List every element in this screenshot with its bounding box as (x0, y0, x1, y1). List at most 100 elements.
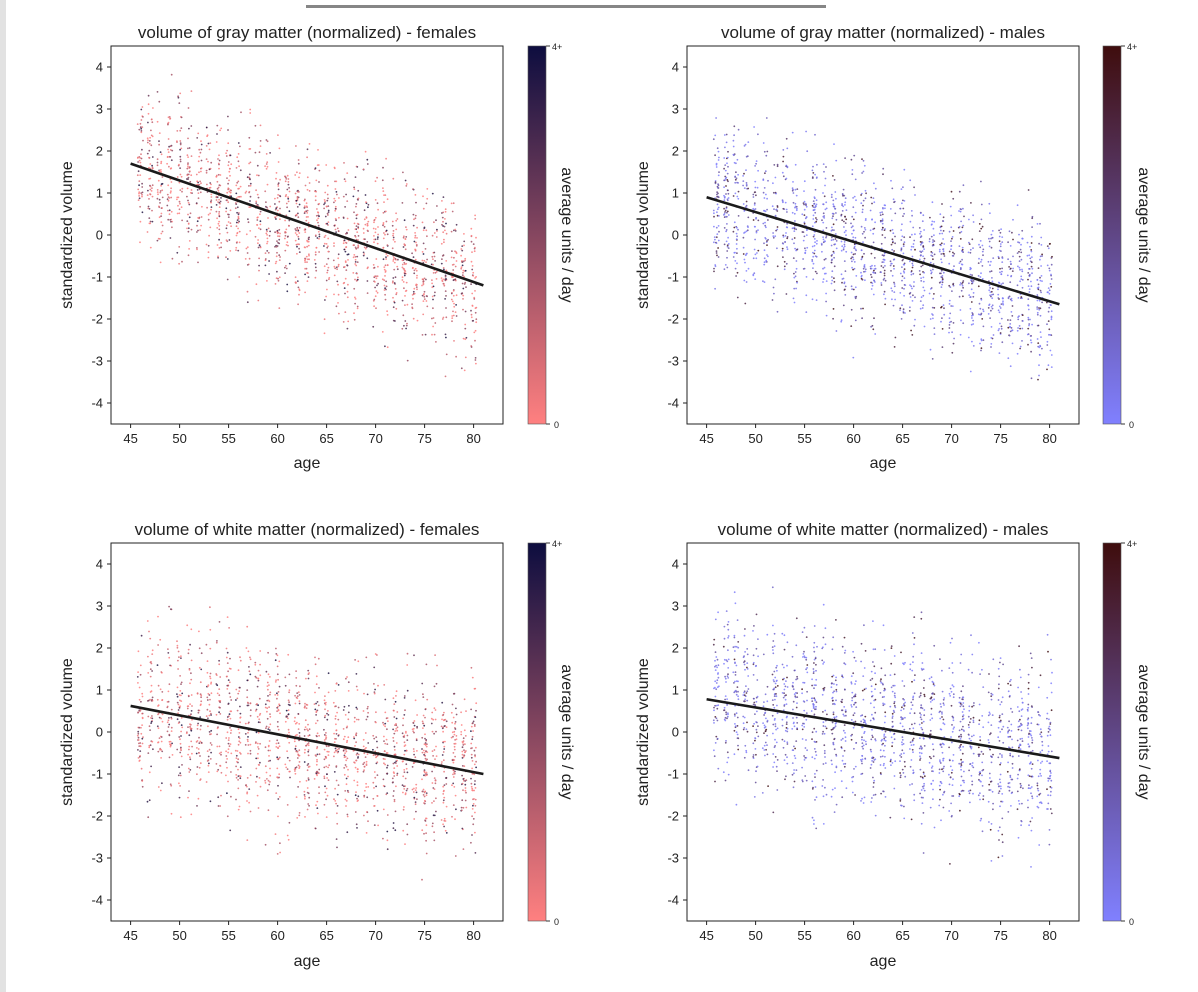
scatter-point (138, 180, 141, 183)
scatter-point (793, 272, 795, 275)
scatter-point (347, 320, 350, 323)
scatter-point (989, 264, 991, 267)
scatter-point (157, 193, 159, 196)
scatter-point (187, 213, 189, 216)
scatter-point (219, 706, 221, 709)
scatter-point (205, 158, 208, 161)
scatter-point (414, 699, 417, 702)
scatter-point (762, 142, 765, 144)
scatter-point (346, 741, 348, 744)
scatter-point (958, 190, 961, 193)
scatter-point (208, 148, 211, 151)
scatter-point (431, 802, 433, 804)
scatter-point (940, 253, 943, 255)
scatter-point (932, 239, 934, 241)
scatter-point (149, 246, 152, 249)
scatter-point (137, 650, 140, 653)
scatter-point (246, 679, 249, 682)
scatter-point (156, 158, 159, 161)
scatter-point (356, 797, 358, 800)
scatter-point (278, 660, 281, 663)
scatter-point (344, 180, 347, 183)
scatter-point (764, 224, 767, 227)
scatter-point (285, 715, 288, 718)
scatter-point (304, 258, 307, 261)
scatter-point (402, 236, 405, 239)
scatter-point (959, 282, 962, 284)
scatter-point (216, 133, 218, 135)
scatter-point (718, 171, 720, 174)
scatter-point (325, 798, 327, 801)
scatter-point (181, 692, 184, 695)
scatter-point (249, 810, 252, 813)
x-tick-label: 55 (797, 431, 811, 446)
scatter-point (443, 268, 445, 271)
scatter-point (226, 149, 229, 152)
scatter-point (268, 273, 270, 275)
scatter-point (914, 248, 916, 251)
scatter-point (396, 729, 399, 732)
scatter-point (1027, 316, 1030, 319)
scatter-point (845, 229, 847, 232)
scatter-point (443, 725, 446, 727)
scatter-point (187, 147, 189, 150)
scatter-point (851, 215, 854, 218)
scatter-point (971, 312, 974, 314)
scatter-point (903, 271, 906, 274)
scatter-point (265, 201, 267, 204)
x-tick-label: 75 (993, 431, 1007, 446)
scatter-point (249, 709, 252, 711)
scatter-point (295, 766, 298, 769)
scatter-point (970, 323, 973, 326)
scatter-point (430, 717, 433, 720)
scatter-point (732, 256, 735, 258)
scatter-point (1039, 276, 1041, 279)
scatter-point (286, 283, 289, 286)
scatter-point (460, 724, 463, 726)
scatter-point (431, 730, 434, 733)
scatter-point (718, 230, 720, 233)
scatter-point (713, 212, 715, 215)
scatter-point (990, 237, 992, 240)
scatter-point (802, 239, 805, 242)
scatter-point (344, 790, 347, 792)
scatter-point (305, 677, 307, 680)
scatter-point (275, 255, 278, 258)
scatter-point (874, 221, 876, 224)
scatter-point (216, 692, 219, 695)
scatter-point (142, 139, 144, 142)
scatter-point (894, 298, 896, 301)
scatter-point (403, 287, 405, 290)
scatter-point (726, 162, 728, 165)
scatter-point (266, 710, 268, 713)
scatter-point (275, 679, 277, 682)
scatter-point (139, 205, 142, 208)
scatter-point (239, 169, 242, 172)
scatter-point (160, 221, 163, 224)
scatter-point (357, 245, 360, 248)
scatter-point (712, 209, 715, 212)
scatter-point (157, 713, 159, 716)
scatter-point (365, 832, 368, 834)
scatter-point (237, 779, 240, 781)
scatter-point (908, 292, 911, 295)
scatter-point (327, 691, 330, 694)
scatter-point (376, 242, 379, 245)
chart-title: volume of white matter (normalized) - fe… (135, 520, 480, 539)
scatter-point (335, 231, 337, 234)
scatter-point (991, 304, 994, 307)
scatter-point (210, 183, 212, 186)
scatter-point (375, 258, 378, 260)
scatter-point (1001, 267, 1003, 270)
scatter-point (970, 288, 973, 291)
scatter-point (246, 800, 248, 802)
scatter-point (889, 260, 892, 263)
scatter-point (256, 174, 258, 177)
scatter-point (816, 163, 818, 166)
scatter-point (395, 727, 398, 730)
scatter-point (753, 126, 755, 128)
scatter-point (997, 255, 1000, 258)
scatter-point (218, 659, 221, 662)
scatter-point (475, 760, 477, 763)
scatter-point (744, 143, 747, 146)
